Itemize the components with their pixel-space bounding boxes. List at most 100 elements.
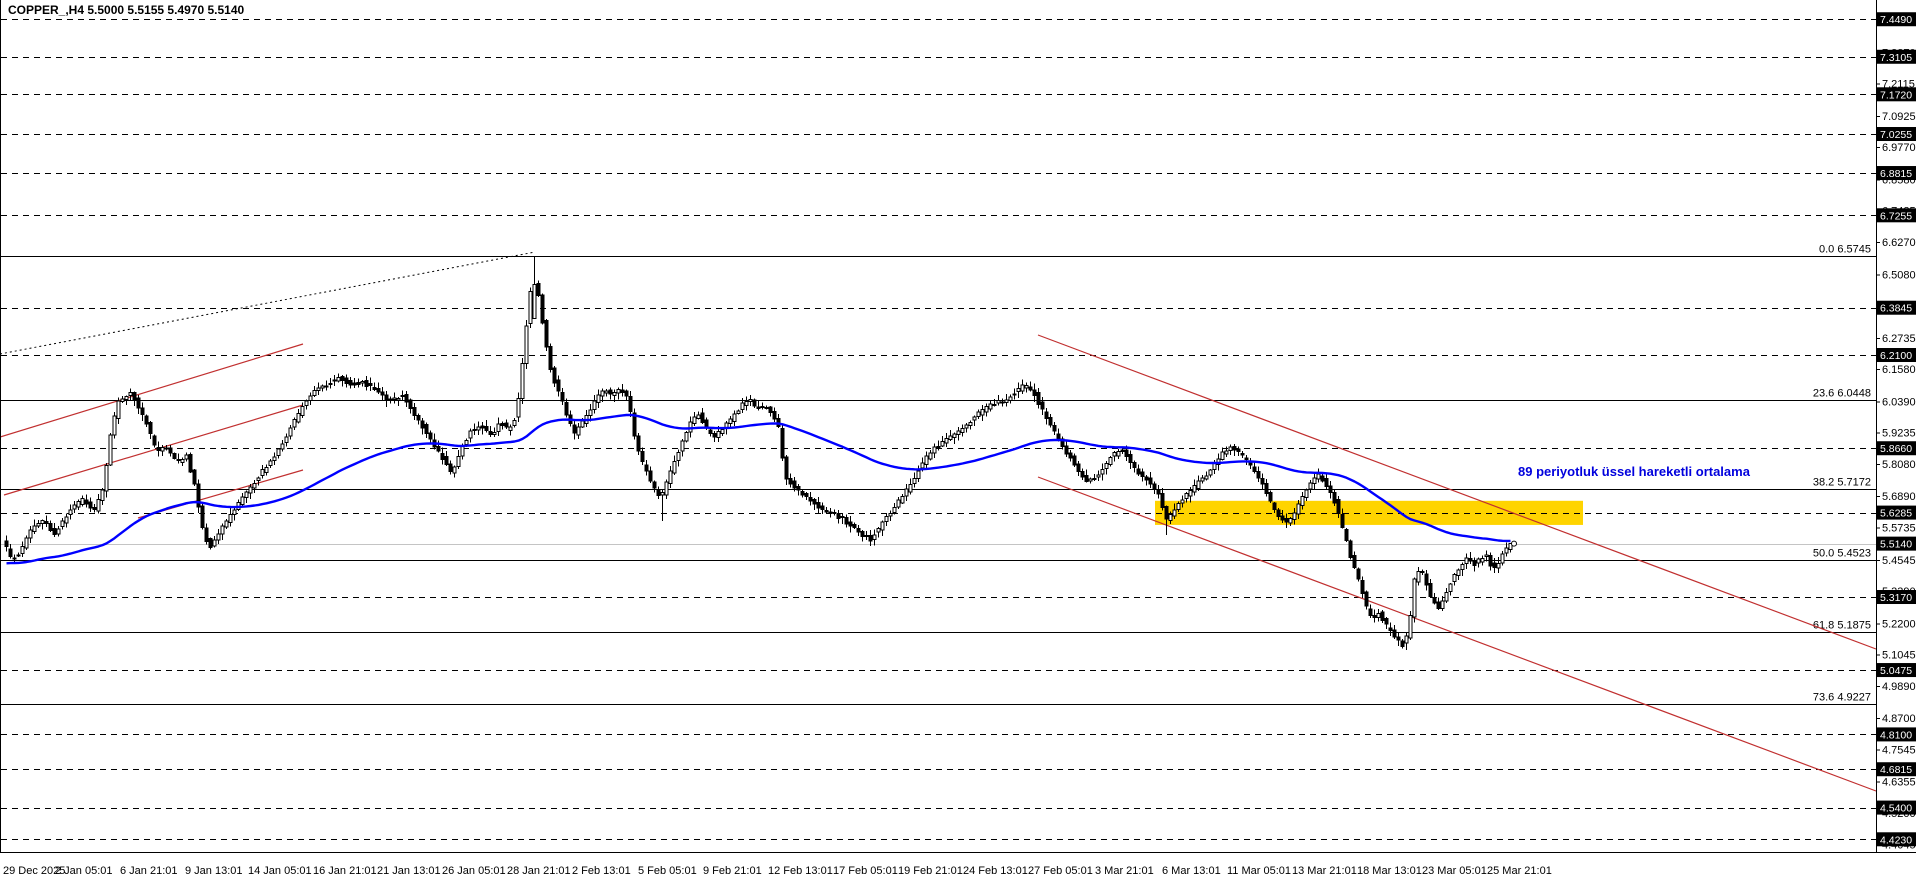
time-label: 5 Feb 05:01 xyxy=(638,865,697,877)
fib-label-0.0: 0.0 6.5745 xyxy=(1819,244,1871,256)
level-5.6285-label: 5.6285 xyxy=(1880,508,1912,520)
horizontal-levels[interactable] xyxy=(1,19,1876,840)
level-6.8815-label: 6.8815 xyxy=(1880,168,1912,180)
time-label: 13 Mar 21:01 xyxy=(1292,865,1357,877)
level-5.3170-label: 5.3170 xyxy=(1880,592,1912,604)
price-tick-5.1045: 5.1045 xyxy=(1882,650,1916,662)
chart-title: COPPER_,H4 5.5000 5.5155 5.4970 5.5140 xyxy=(8,3,245,17)
level-6.7255-box xyxy=(1877,208,1916,223)
level-4.4230-label: 4.4230 xyxy=(1880,834,1912,846)
level-4.6815-box xyxy=(1877,762,1916,777)
price-tick-4.6355: 4.6355 xyxy=(1882,777,1916,789)
highlight-rectangle[interactable] xyxy=(1155,500,1583,525)
yellow-zone-rect[interactable] xyxy=(1155,500,1583,525)
price-tick-6.1580: 6.1580 xyxy=(1882,364,1916,376)
price-tick-7.0925: 7.0925 xyxy=(1882,111,1916,123)
price-tick-6.5080: 6.5080 xyxy=(1882,269,1916,281)
price-tick-6.6270: 6.6270 xyxy=(1882,237,1916,249)
price-tick-5.4545: 5.4545 xyxy=(1882,555,1916,567)
price-tick-4.8700: 4.8700 xyxy=(1882,713,1916,725)
time-label: 2 Jan 05:01 xyxy=(55,865,113,877)
level-4.8100-label: 4.8100 xyxy=(1880,729,1912,741)
time-label: 26 Jan 05:01 xyxy=(442,865,506,877)
price-axis[interactable]: 7.32707.21157.09256.97706.85806.74256.62… xyxy=(1876,12,1916,851)
plot-border xyxy=(0,0,1916,853)
fib-label-38.2: 38.2 5.7172 xyxy=(1813,477,1871,489)
descending-channel-upper[interactable] xyxy=(1037,334,1877,650)
fib-label-61.8: 61.8 5.1875 xyxy=(1813,620,1871,632)
ema-line xyxy=(6,413,1511,565)
time-label: 11 Mar 05:01 xyxy=(1227,865,1291,877)
level-7.3105-box xyxy=(1877,49,1916,64)
price-tick-6.0390: 6.0390 xyxy=(1882,396,1916,408)
price-tick-5.6890: 5.6890 xyxy=(1882,491,1916,503)
time-label: 27 Feb 05:01 xyxy=(1028,865,1093,877)
level-5.3170-box xyxy=(1877,590,1916,605)
level-7.4490-box xyxy=(1877,12,1916,27)
time-label: 23 Mar 05:01 xyxy=(1422,865,1487,877)
level-5.6285-box xyxy=(1877,505,1916,520)
level-5.0475-box xyxy=(1877,663,1916,678)
time-label: 9 Feb 21:01 xyxy=(703,865,762,877)
fib-label-23.6: 23.6 6.0448 xyxy=(1813,388,1871,400)
descending-channel-lower[interactable] xyxy=(1037,476,1877,792)
level-4.5400-box xyxy=(1877,800,1916,815)
last-price-marker xyxy=(1511,540,1517,547)
time-label: 21 Jan 13:01 xyxy=(377,865,441,877)
time-label: 28 Jan 21:01 xyxy=(507,865,571,877)
time-label: 17 Feb 05:01 xyxy=(833,865,898,877)
ema-89-line[interactable] xyxy=(6,413,1511,565)
ema-annotation: 89 periyotluk üssel hareketli ortalama xyxy=(1518,464,1750,479)
level-5.8660-label: 5.8660 xyxy=(1880,443,1912,455)
time-label: 6 Mar 13:01 xyxy=(1162,865,1221,877)
time-label: 16 Jan 21:01 xyxy=(313,865,377,877)
time-label: 24 Feb 13:01 xyxy=(963,865,1028,877)
level-5.8660-box xyxy=(1877,441,1916,456)
level-7.0255-box xyxy=(1877,127,1916,142)
level-7.4490-label: 7.4490 xyxy=(1880,14,1912,26)
level-6.2100-box xyxy=(1877,348,1916,363)
time-label: 12 Feb 13:01 xyxy=(768,865,833,877)
time-label: 14 Jan 05:01 xyxy=(248,865,312,877)
price-tick-6.9770: 6.9770 xyxy=(1882,142,1916,154)
fib-label-50.0: 50.0 5.4523 xyxy=(1813,548,1871,560)
time-label: 6 Jan 21:01 xyxy=(120,865,178,877)
time-label: 25 Mar 21:01 xyxy=(1487,865,1552,877)
level-6.2100-label: 6.2100 xyxy=(1880,350,1912,362)
level-6.8815-box xyxy=(1877,166,1916,181)
price-tick-5.2200: 5.2200 xyxy=(1882,618,1916,630)
price-tick-4.7545: 4.7545 xyxy=(1882,744,1916,756)
ascending-channel-upper[interactable] xyxy=(0,343,304,438)
current-price-box xyxy=(1877,536,1916,551)
level-6.3845-label: 6.3845 xyxy=(1880,303,1912,315)
level-7.1720-label: 7.1720 xyxy=(1880,89,1912,101)
current-price-label: 5.5140 xyxy=(1880,539,1912,551)
level-6.7255-label: 6.7255 xyxy=(1880,210,1912,222)
price-tick-5.5735: 5.5735 xyxy=(1882,523,1916,535)
level-7.1720-box xyxy=(1877,87,1916,102)
price-tick-5.9235: 5.9235 xyxy=(1882,428,1916,440)
time-label: 3 Mar 21:01 xyxy=(1095,865,1154,877)
trend-channels[interactable] xyxy=(0,251,1877,792)
price-tick-6.2735: 6.2735 xyxy=(1882,333,1916,345)
fibonacci-retracement[interactable]: 0.0 6.5745 23.6 6.0448 38.2 5.7172 50.0 5.4… xyxy=(1,244,1876,705)
time-label: 9 Jan 13:01 xyxy=(185,865,243,877)
level-6.3845-box xyxy=(1877,300,1916,315)
level-4.5400-label: 4.5400 xyxy=(1880,803,1912,815)
dotted-trendline[interactable] xyxy=(0,251,536,355)
time-label: 18 Mar 13:01 xyxy=(1357,865,1422,877)
time-label: 2 Feb 13:01 xyxy=(572,865,631,877)
last-marker xyxy=(1511,540,1517,547)
price-tick-4.9890: 4.9890 xyxy=(1882,681,1916,693)
candles xyxy=(4,256,1513,651)
level-7.3105-label: 7.3105 xyxy=(1880,52,1912,64)
fib-label-73.6: 73.6 4.9227 xyxy=(1813,692,1871,704)
level-5.0475-label: 5.0475 xyxy=(1880,665,1912,677)
time-label: 29 Dec 2025 xyxy=(3,865,65,877)
level-4.4230-box xyxy=(1877,832,1916,847)
time-label: 19 Feb 21:01 xyxy=(898,865,963,877)
ascending-channel-mid[interactable] xyxy=(3,404,304,496)
